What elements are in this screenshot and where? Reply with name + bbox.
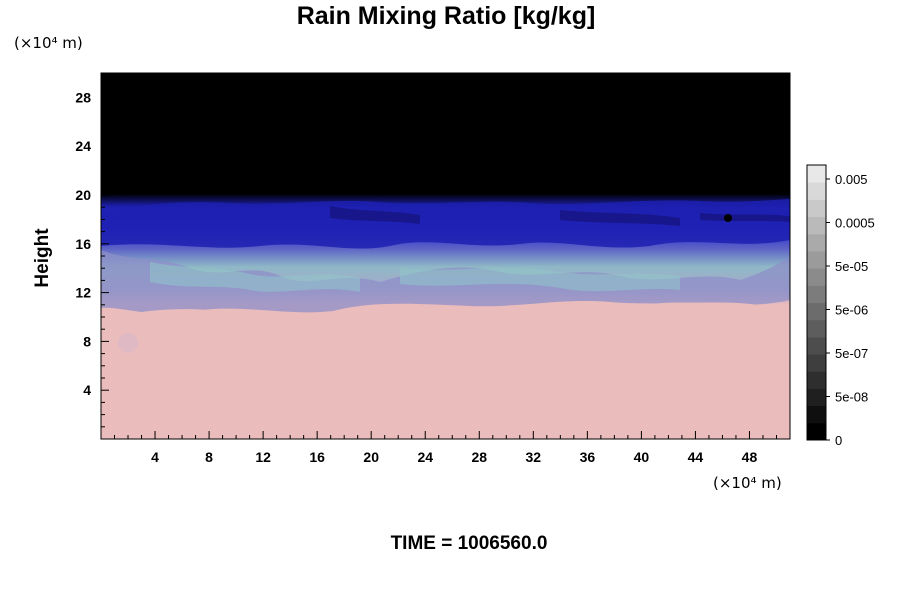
cloud-blue-band <box>101 199 790 249</box>
y-tick-label: 20 <box>75 187 91 203</box>
y-tick-label: 8 <box>83 333 91 349</box>
time-label: TIME = 1006560.0 <box>391 533 548 554</box>
colorbar-level <box>807 302 826 321</box>
colorbar-label: 5e-07 <box>835 346 868 361</box>
y-tick-label: 12 <box>75 285 91 301</box>
colorbar-label: 0.005 <box>835 172 868 187</box>
colorbar-frame <box>806 164 827 441</box>
x-tick-label: 48 <box>742 449 758 465</box>
colorbar-level <box>807 285 826 303</box>
colorbar-level <box>807 199 826 218</box>
colorbar: 0.005 0.0005 5e-05 5e-06 5e-07 5e-08 0 <box>806 164 875 448</box>
x-tick-label: 8 <box>205 449 213 465</box>
colorbar-level <box>807 388 826 407</box>
colorbar-level <box>807 268 826 286</box>
chart-title: Rain Mixing Ratio [kg/kg] <box>297 2 596 30</box>
colorbar-level <box>807 250 826 269</box>
x-tick-label: 32 <box>526 449 542 465</box>
colorbar-level <box>807 336 826 355</box>
y-axis-ticks: 4 8 12 16 20 24 28 <box>75 84 109 428</box>
colorbar-label: 5e-05 <box>835 259 868 274</box>
x-axis-ticks: 4 8 12 16 20 24 28 32 36 40 44 48 <box>114 431 777 465</box>
x-tick-label: 28 <box>471 449 487 465</box>
x-tick-label: 12 <box>255 449 271 465</box>
x-tick-label: 40 <box>634 449 650 465</box>
pink-blob <box>118 333 138 353</box>
colorbar-label: 5e-08 <box>835 390 868 405</box>
y-tick-label: 24 <box>75 138 91 154</box>
colorbar-label: 0 <box>835 433 842 448</box>
colorbar-level <box>807 319 826 338</box>
x-tick-label: 44 <box>688 449 704 465</box>
colorbar-level <box>807 165 826 183</box>
y-tick-label: 16 <box>75 236 91 252</box>
cloud-cyan-mix <box>150 262 680 292</box>
plot-area <box>101 73 790 439</box>
y-axis-unit: (×10⁴ m) <box>14 34 83 52</box>
y-axis-label: Height <box>32 228 53 288</box>
colorbar-level <box>807 216 826 235</box>
colorbar-label: 0.0005 <box>835 216 875 231</box>
x-tick-label: 20 <box>363 449 379 465</box>
colorbar-label: 5e-06 <box>835 303 868 318</box>
x-tick-label: 4 <box>151 449 159 465</box>
cloud-navy-streaks <box>330 206 790 226</box>
pink-boundary <box>101 301 790 439</box>
colorbar-level <box>807 354 826 372</box>
x-axis-unit: (×10⁴ m) <box>713 474 782 492</box>
y-tick-label: 28 <box>75 89 91 105</box>
colorbar-level <box>807 405 826 424</box>
colorbar-level <box>807 233 826 252</box>
dark-spot <box>724 214 732 222</box>
colorbar-level <box>807 371 826 389</box>
colorbar-level <box>807 182 826 200</box>
x-tick-label: 16 <box>309 449 325 465</box>
colorbar-level <box>807 422 826 441</box>
x-tick-label: 36 <box>580 449 596 465</box>
y-tick-label: 4 <box>83 382 91 398</box>
x-tick-label: 24 <box>417 449 433 465</box>
